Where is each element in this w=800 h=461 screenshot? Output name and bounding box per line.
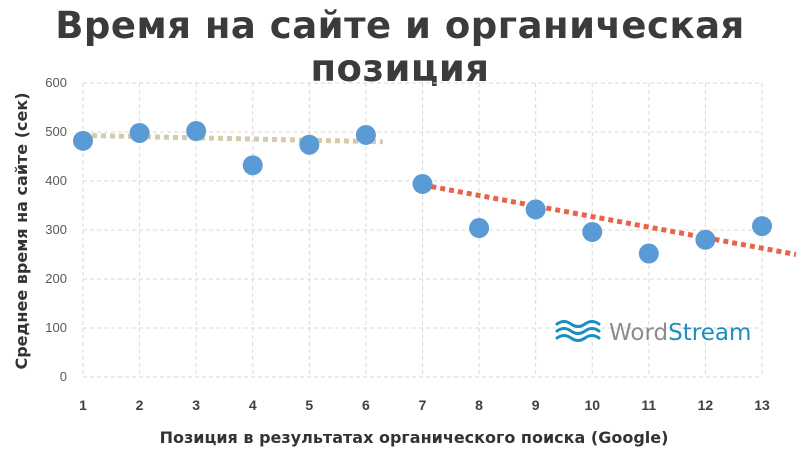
data-point [412, 173, 433, 194]
data-point [469, 218, 490, 239]
y-axis-label: Среднее время на сайте (сек) [12, 92, 31, 369]
x-tick-label: 6 [362, 397, 370, 413]
x-tick-label: 3 [192, 397, 200, 413]
y-tick-label: 300 [45, 222, 67, 237]
x-tick-label: 13 [754, 397, 770, 413]
data-point [129, 122, 150, 143]
x-axis-ticks: 1 2 3 4 5 6 7 8 9 10 11 12 13 [79, 397, 770, 413]
x-tick-label: 5 [305, 397, 313, 413]
x-tick-label: 2 [136, 397, 144, 413]
trendline [82, 132, 383, 145]
data-point [73, 130, 93, 151]
x-tick-label: 9 [532, 397, 540, 413]
data-point [525, 199, 546, 220]
data-point [299, 134, 320, 155]
trendline [422, 182, 797, 257]
data-point [242, 155, 263, 176]
trendlines [82, 132, 797, 257]
y-tick-label: 100 [45, 320, 67, 335]
x-tick-label: 12 [698, 397, 714, 413]
y-axis-ticks: 0 100 200 300 400 500 600 [45, 75, 67, 384]
x-tick-label: 8 [475, 397, 483, 413]
x-tick-label: 1 [79, 397, 87, 413]
data-points [73, 121, 772, 264]
data-point [695, 229, 716, 250]
grid-lines [82, 82, 763, 378]
data-point [752, 216, 772, 237]
x-tick-label: 11 [641, 397, 656, 413]
data-point [355, 124, 376, 145]
data-point [638, 243, 659, 264]
wordstream-text-stream: Stream [668, 320, 751, 346]
wordstream-logo: WordStream [555, 320, 751, 346]
wave-icon [555, 320, 601, 342]
wordstream-text-word: Word [609, 320, 668, 346]
data-point [582, 221, 603, 242]
x-axis-label: Позиция в результатах органического поис… [160, 428, 669, 447]
data-point [186, 121, 207, 142]
y-tick-label: 600 [45, 75, 67, 90]
y-tick-label: 200 [45, 271, 67, 286]
y-tick-label: 0 [60, 369, 67, 384]
x-tick-label: 7 [419, 397, 427, 413]
x-tick-label: 4 [249, 397, 257, 413]
y-tick-label: 400 [45, 173, 67, 188]
chart-title: Время на сайте и органическая позиция [55, 4, 745, 90]
x-tick-label: 10 [584, 397, 600, 413]
wordstream-text: WordStream [609, 320, 751, 346]
y-tick-label: 500 [45, 124, 67, 139]
